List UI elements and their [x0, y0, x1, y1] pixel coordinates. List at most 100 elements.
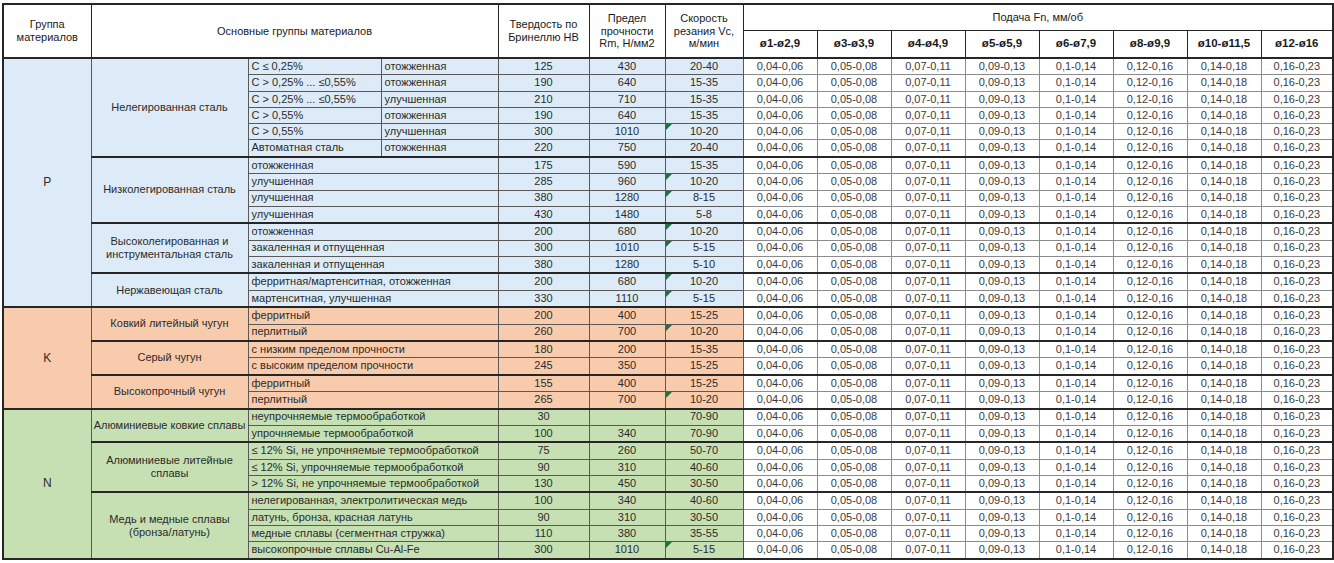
table-row: Нержавеющая стальферритная/мартенситная,…	[3, 273, 1333, 290]
feed-value-d5: 0,1-0,14	[1039, 324, 1113, 341]
cutting-speed-vc[interactable]: 10-20	[665, 124, 743, 140]
header-cutting-speed-vc: Скорость резания Vc, м/мин	[665, 4, 743, 58]
feed-value-d2: 0,05-0,08	[817, 476, 891, 493]
material-desc: с высоким пределом прочности	[248, 358, 498, 375]
feed-value-d2: 0,05-0,08	[817, 157, 891, 174]
feed-value-d6: 0,12-0,16	[1113, 425, 1187, 442]
feed-value-d7: 0,14-0,18	[1187, 91, 1261, 107]
feed-value-d3: 0,07-0,11	[891, 240, 965, 256]
feed-value-d1: 0,04-0,06	[743, 206, 817, 223]
feed-value-d4: 0,09-0,13	[965, 324, 1039, 341]
cutting-speed-vc: 40-60	[665, 459, 743, 475]
feed-value-d2: 0,05-0,08	[817, 206, 891, 223]
cutting-speed-vc[interactable]: 10-20	[665, 324, 743, 341]
feed-value-d6: 0,12-0,16	[1113, 124, 1187, 140]
material-desc: улучшенная	[248, 174, 498, 190]
feed-value-d3: 0,07-0,11	[891, 409, 965, 426]
strength-rm: 590	[589, 157, 665, 174]
strength-rm: 700	[589, 324, 665, 341]
feed-value-d3: 0,07-0,11	[891, 341, 965, 358]
material-state: улучшенная	[381, 91, 498, 107]
feed-value-d7: 0,14-0,18	[1187, 341, 1261, 358]
hardness-hb: 330	[498, 290, 589, 307]
material-state: отожженная	[381, 107, 498, 123]
hardness-hb: 380	[498, 256, 589, 273]
material-desc: с низким пределом прочности	[248, 341, 498, 358]
feed-value-d5: 0,1-0,14	[1039, 526, 1113, 542]
feed-value-d3: 0,07-0,11	[891, 58, 965, 75]
feed-value-d7: 0,14-0,18	[1187, 124, 1261, 140]
feed-value-d5: 0,1-0,14	[1039, 442, 1113, 459]
table-body: PНелегированная стальC ≤ 0,25%отожженная…	[3, 58, 1333, 559]
feed-value-d2: 0,05-0,08	[817, 273, 891, 290]
cutting-speed-vc[interactable]: 5-15	[665, 290, 743, 307]
cutting-speed-vc[interactable]: 5-15	[665, 542, 743, 559]
feed-value-d6: 0,12-0,16	[1113, 174, 1187, 190]
feed-value-d5: 0,1-0,14	[1039, 542, 1113, 559]
feed-value-d1: 0,04-0,06	[743, 58, 817, 75]
material-desc: ≤ 12% Si, упрочняемые термообработкой	[248, 459, 498, 475]
feed-value-d6: 0,12-0,16	[1113, 492, 1187, 509]
feed-value-d3: 0,07-0,11	[891, 75, 965, 91]
cutting-speed-vc[interactable]: 5-15	[665, 240, 743, 256]
cutting-speed-vc[interactable]: 10-20	[665, 223, 743, 240]
feed-value-d4: 0,09-0,13	[965, 492, 1039, 509]
feed-value-d5: 0,1-0,14	[1039, 425, 1113, 442]
feed-value-d8: 0,16-0,23	[1261, 542, 1333, 559]
feed-value-d2: 0,05-0,08	[817, 107, 891, 123]
cutting-speed-vc[interactable]: 8-15	[665, 190, 743, 206]
feed-value-d3: 0,07-0,11	[891, 425, 965, 442]
feed-value-d5: 0,1-0,14	[1039, 358, 1113, 375]
header-material-group: Группа материалов	[3, 4, 91, 58]
strength-rm: 700	[589, 392, 665, 409]
header-feed-d3: ø4-ø4,9	[891, 30, 965, 58]
cutting-speed-vc: 15-25	[665, 375, 743, 392]
feed-value-d4: 0,09-0,13	[965, 256, 1039, 273]
feed-value-d2: 0,05-0,08	[817, 140, 891, 157]
feed-value-d8: 0,16-0,23	[1261, 140, 1333, 157]
feed-value-d6: 0,12-0,16	[1113, 290, 1187, 307]
cutting-speed-vc[interactable]: 10-20	[665, 273, 743, 290]
feed-value-d1: 0,04-0,06	[743, 324, 817, 341]
feed-value-d3: 0,07-0,11	[891, 91, 965, 107]
feed-value-d2: 0,05-0,08	[817, 174, 891, 190]
feed-value-d4: 0,09-0,13	[965, 140, 1039, 157]
feed-value-d7: 0,14-0,18	[1187, 174, 1261, 190]
feed-value-d5: 0,1-0,14	[1039, 459, 1113, 475]
strength-rm: 430	[589, 58, 665, 75]
feed-value-d1: 0,04-0,06	[743, 140, 817, 157]
material-desc: перлитный	[248, 392, 498, 409]
feed-value-d8: 0,16-0,23	[1261, 75, 1333, 91]
feed-value-d4: 0,09-0,13	[965, 526, 1039, 542]
feed-value-d6: 0,12-0,16	[1113, 459, 1187, 475]
feed-value-d6: 0,12-0,16	[1113, 526, 1187, 542]
feed-value-d7: 0,14-0,18	[1187, 392, 1261, 409]
feed-value-d1: 0,04-0,06	[743, 358, 817, 375]
hardness-hb: 190	[498, 75, 589, 91]
feed-value-d5: 0,1-0,14	[1039, 91, 1113, 107]
cutting-speed-vc[interactable]: 10-20	[665, 392, 743, 409]
hardness-hb: 100	[498, 492, 589, 509]
header-strength-rm: Предел прочности Rm, Н/мм2	[589, 4, 665, 58]
feed-value-d5: 0,1-0,14	[1039, 409, 1113, 426]
feed-value-d1: 0,04-0,06	[743, 256, 817, 273]
feed-value-d7: 0,14-0,18	[1187, 240, 1261, 256]
strength-rm	[589, 409, 665, 426]
feed-value-d8: 0,16-0,23	[1261, 509, 1333, 525]
cutting-data-table: Группа материалов Основные группы матери…	[2, 3, 1334, 560]
feed-value-d4: 0,09-0,13	[965, 375, 1039, 392]
feed-value-d2: 0,05-0,08	[817, 324, 891, 341]
hardness-hb: 130	[498, 476, 589, 493]
strength-rm: 750	[589, 140, 665, 157]
cutting-speed-vc[interactable]: 10-20	[665, 174, 743, 190]
feed-value-d4: 0,09-0,13	[965, 307, 1039, 324]
feed-value-d5: 0,1-0,14	[1039, 58, 1113, 75]
feed-value-d2: 0,05-0,08	[817, 526, 891, 542]
feed-value-d2: 0,05-0,08	[817, 492, 891, 509]
strength-rm: 1110	[589, 290, 665, 307]
feed-value-d3: 0,07-0,11	[891, 392, 965, 409]
group-name: Алюминиевые литейные сплавы	[91, 442, 248, 492]
feed-value-d8: 0,16-0,23	[1261, 425, 1333, 442]
feed-value-d2: 0,05-0,08	[817, 223, 891, 240]
feed-value-d2: 0,05-0,08	[817, 341, 891, 358]
